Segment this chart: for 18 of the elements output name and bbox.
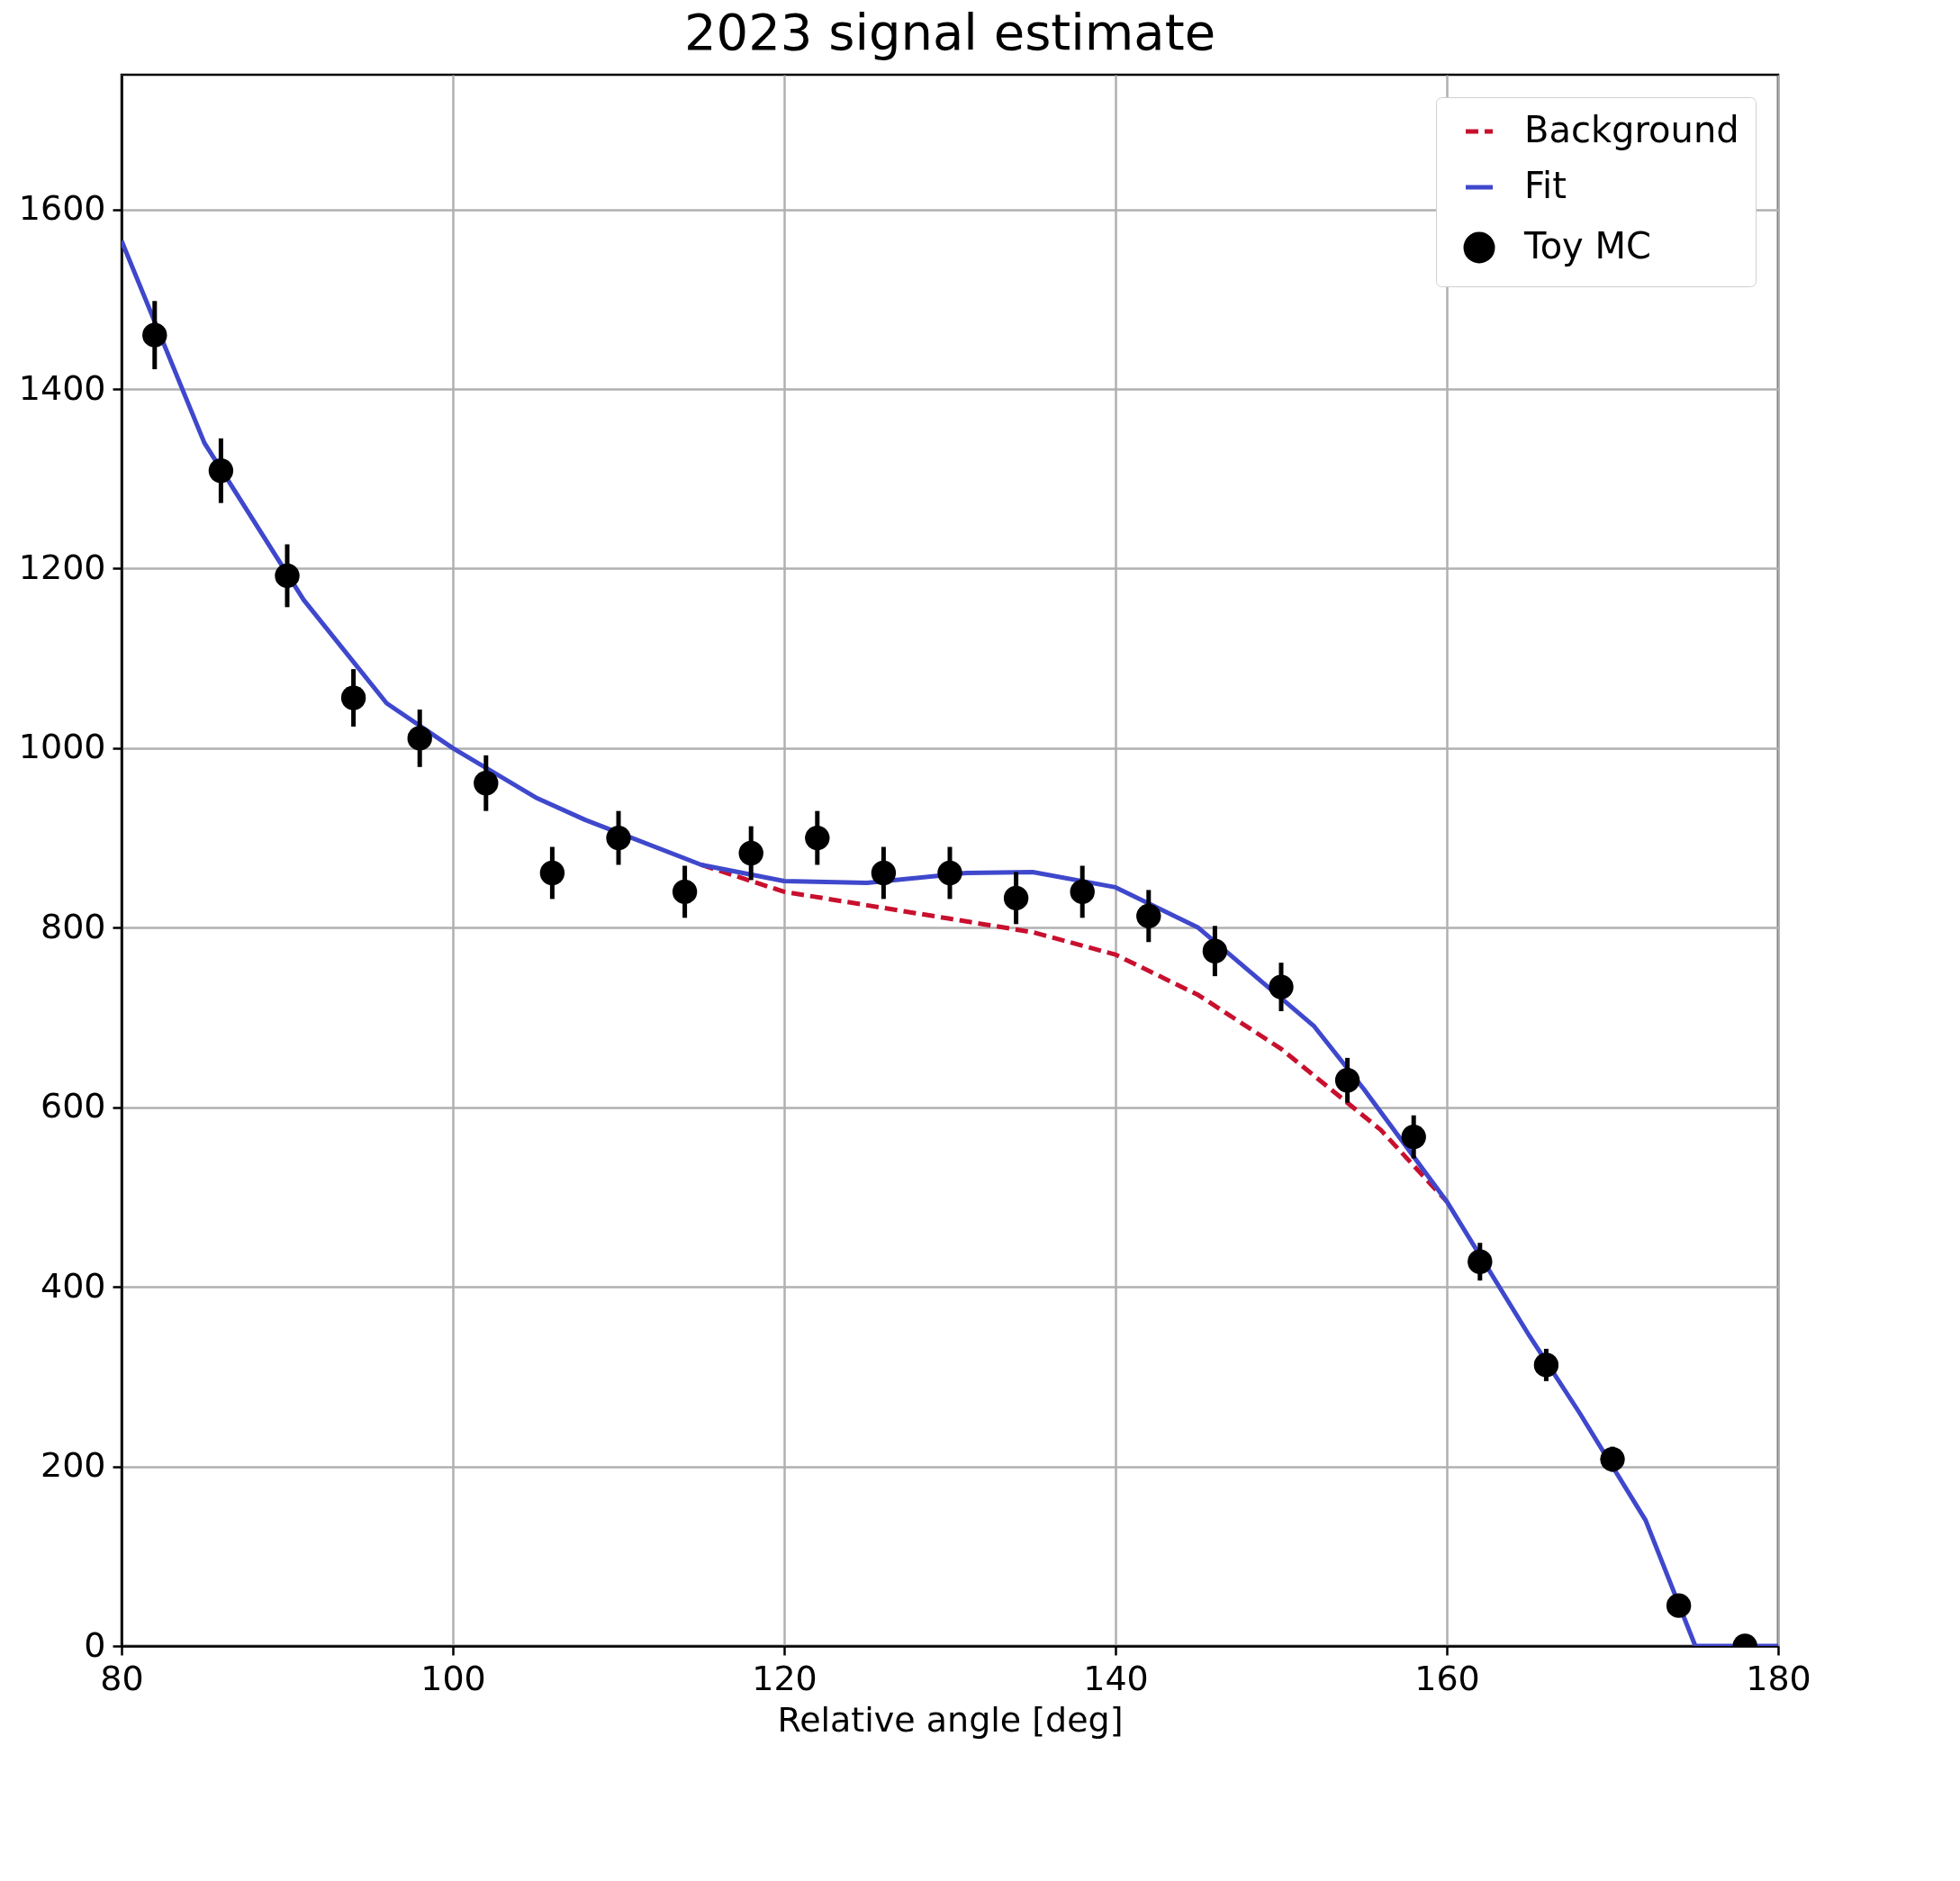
legend-label: Toy MC (1523, 225, 1651, 267)
x-tick-label: 140 (1083, 1658, 1149, 1698)
y-tick-label: 1200 (18, 547, 106, 587)
x-tick-label: 100 (420, 1658, 486, 1698)
y-tick-label: 1600 (18, 188, 106, 229)
y-tick-label: 1000 (18, 727, 106, 767)
x-tick-label: 120 (752, 1658, 817, 1698)
x-tick-label: 160 (1414, 1658, 1480, 1698)
y-tick-label: 400 (40, 1265, 106, 1306)
x-axis-title: Relative angle [deg] (777, 1699, 1124, 1740)
x-tick-label: 180 (1746, 1658, 1811, 1698)
y-tick-label: 1400 (18, 367, 106, 408)
y-tick-label: 800 (40, 906, 106, 946)
legend-label: Fit (1524, 165, 1567, 206)
legend-label: Background (1524, 109, 1739, 150)
chart-title: 2023 signal estimate (683, 3, 1216, 61)
y-tick-label: 600 (40, 1086, 106, 1126)
y-tick-label: 200 (40, 1445, 106, 1486)
